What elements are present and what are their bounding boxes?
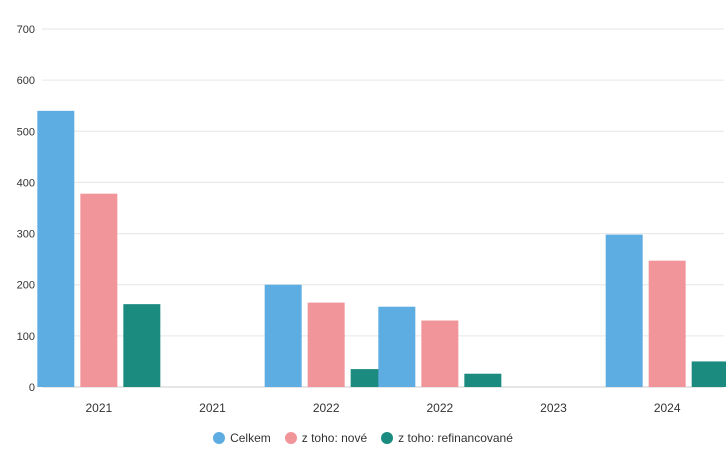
bar[interactable] bbox=[264, 284, 302, 387]
y-tick-label: 0 bbox=[29, 382, 35, 394]
y-axis-ticks: 0 100 200 300 400 500 600 700 bbox=[17, 24, 35, 394]
legend-label: z toho: nové bbox=[301, 431, 368, 445]
x-tick-label: 2022 bbox=[313, 401, 340, 415]
y-tick-label: 600 bbox=[17, 75, 35, 87]
x-tick-label: 2021 bbox=[85, 401, 112, 415]
x-axis-ticks: 2021 2021 2022 2022 2023 2024 bbox=[85, 401, 680, 415]
bar[interactable] bbox=[605, 234, 643, 387]
bar[interactable] bbox=[464, 373, 502, 387]
bar[interactable] bbox=[691, 361, 726, 387]
x-tick-label: 2023 bbox=[540, 401, 567, 415]
legend-item[interactable]: z toho: refinancované bbox=[381, 431, 513, 445]
x-tick-label: 2024 bbox=[654, 401, 681, 415]
y-tick-label: 400 bbox=[17, 177, 35, 189]
legend-swatch-icon bbox=[381, 432, 394, 444]
y-tick-label: 700 bbox=[17, 24, 35, 36]
legend-label: Celkem bbox=[230, 431, 271, 445]
legend-swatch-icon bbox=[213, 432, 226, 444]
y-tick-label: 200 bbox=[17, 280, 35, 292]
y-tick-label: 300 bbox=[17, 229, 35, 241]
bars bbox=[37, 110, 726, 387]
x-tick-label: 2022 bbox=[426, 401, 453, 415]
legend-label: z toho: refinancované bbox=[398, 431, 513, 445]
y-tick-label: 500 bbox=[17, 126, 35, 138]
bar[interactable] bbox=[37, 110, 75, 387]
legend-item[interactable]: z toho: nové bbox=[284, 431, 368, 445]
x-tick-label: 2021 bbox=[199, 401, 226, 415]
bar[interactable] bbox=[378, 306, 416, 387]
bar[interactable] bbox=[80, 193, 118, 387]
legend-item[interactable]: Celkem bbox=[213, 431, 271, 445]
bar[interactable] bbox=[123, 304, 161, 387]
legend-swatch-icon bbox=[284, 432, 297, 444]
bar[interactable] bbox=[421, 320, 459, 387]
bar[interactable] bbox=[307, 302, 345, 387]
bar[interactable] bbox=[648, 260, 686, 387]
legend: Celkem z toho: nové z toho: refinancované bbox=[0, 431, 726, 445]
y-tick-label: 100 bbox=[17, 331, 35, 343]
